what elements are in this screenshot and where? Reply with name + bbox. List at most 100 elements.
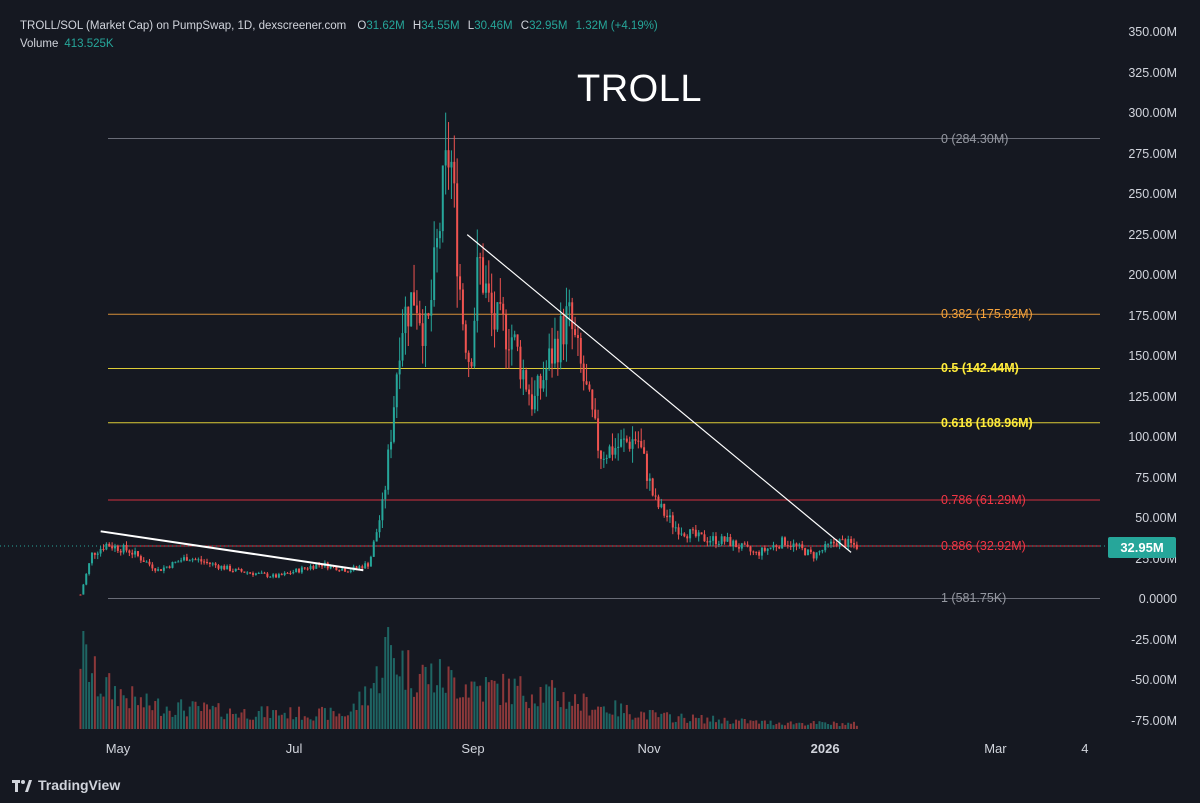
candle-body	[510, 337, 513, 350]
candle-body	[151, 564, 154, 569]
candle-body	[344, 568, 347, 572]
candle-body	[855, 544, 858, 549]
candle-body	[712, 536, 715, 541]
volume-bar	[553, 687, 556, 729]
volume-bar	[755, 720, 758, 729]
candle-body	[473, 320, 476, 367]
volume-bar	[654, 712, 657, 729]
candle-body	[683, 533, 686, 537]
volume-bar	[289, 707, 292, 729]
volume-bar	[306, 717, 309, 729]
volume-bar	[157, 698, 160, 729]
candle-body	[467, 352, 470, 362]
volume-bar	[352, 703, 355, 729]
candle-body	[631, 439, 634, 449]
candle-body	[136, 551, 139, 557]
chart-legend: TROLL/SOL (Market Cap) on PumpSwap, 1D, …	[20, 20, 663, 32]
volume-bar	[108, 673, 111, 729]
volume-bar	[286, 718, 289, 729]
candle-body	[93, 552, 96, 555]
volume-bar	[723, 717, 726, 729]
volume-bar	[145, 693, 148, 729]
x-tick-label: Jul	[285, 741, 303, 756]
candle-body	[576, 335, 579, 338]
volume-bar	[651, 710, 654, 729]
volume-bar	[381, 677, 384, 729]
volume-bar	[691, 714, 694, 729]
candle-body	[519, 346, 522, 380]
candle-body	[476, 257, 479, 321]
candle-body	[700, 532, 703, 535]
volume-bar	[608, 713, 611, 729]
candle-body	[441, 165, 444, 232]
volume-bar	[470, 681, 473, 729]
volume-bar	[151, 710, 154, 729]
volume-bar	[447, 666, 450, 729]
volume-bar	[726, 720, 729, 729]
candle-body	[651, 478, 654, 496]
volume-bar	[752, 720, 755, 729]
candle-body	[795, 543, 798, 546]
volume-bar	[631, 719, 634, 729]
volume-bar	[473, 681, 476, 729]
candle-body	[732, 540, 735, 547]
volume-bar	[459, 697, 462, 729]
candle-body	[551, 348, 554, 364]
volume-bar	[706, 717, 709, 729]
y-tick-label: -50.00M	[1131, 673, 1177, 688]
volume-bar	[85, 644, 88, 729]
volume-bar	[660, 713, 663, 729]
volume-bar	[528, 708, 531, 729]
volume-bar	[689, 721, 692, 729]
candle-body	[763, 547, 766, 551]
candle-body	[200, 559, 203, 562]
y-tick-label: 325.00M	[1128, 65, 1177, 80]
volume-bar	[436, 685, 439, 729]
candle-body	[628, 441, 631, 449]
candle-body	[321, 564, 324, 567]
candle-body	[815, 552, 818, 559]
volume-bar	[182, 710, 186, 729]
candle-body	[459, 276, 462, 290]
last-price-tag: 32.95M	[1108, 537, 1176, 558]
volume-bar	[111, 699, 114, 729]
candle-body	[792, 543, 795, 548]
symbol-label: TROLL/SOL (Market Cap) on PumpSwap, 1D, …	[20, 20, 347, 32]
volume-bar	[456, 698, 459, 729]
volume-bar	[398, 676, 401, 729]
fib-label-3: 0.618 (108.96M)	[941, 415, 1033, 430]
volume-bar	[735, 719, 738, 729]
volume-bar	[384, 637, 387, 729]
volume-bar	[205, 704, 209, 729]
candle-body	[617, 446, 620, 449]
candle-body	[588, 384, 591, 390]
candle-body	[226, 565, 229, 570]
candle-body	[292, 572, 295, 574]
volume-bar	[815, 724, 818, 729]
volume-bar	[663, 712, 666, 729]
candle-body	[637, 440, 640, 442]
candle-body	[703, 534, 706, 542]
volume-bar	[174, 714, 177, 729]
candle-body	[447, 150, 450, 168]
volume-bar	[257, 710, 260, 729]
candle-body	[249, 572, 252, 574]
candle-body	[134, 551, 137, 555]
volume-bar	[395, 674, 398, 729]
tradingview-brand[interactable]: TradingView	[12, 777, 120, 793]
volume-bar	[102, 696, 105, 729]
volume-bar	[588, 715, 591, 729]
volume-bar	[240, 712, 243, 729]
candle-body	[706, 541, 709, 543]
volume-bar	[355, 709, 358, 729]
volume-bar	[582, 693, 585, 729]
candle-body	[306, 568, 309, 570]
volume-bar	[323, 708, 326, 729]
candle-body	[384, 489, 387, 500]
volume-bar	[789, 721, 792, 729]
volume-bar	[375, 666, 378, 729]
volume-bar	[338, 713, 341, 729]
volume-bar	[275, 710, 278, 729]
candle-body	[717, 543, 720, 545]
